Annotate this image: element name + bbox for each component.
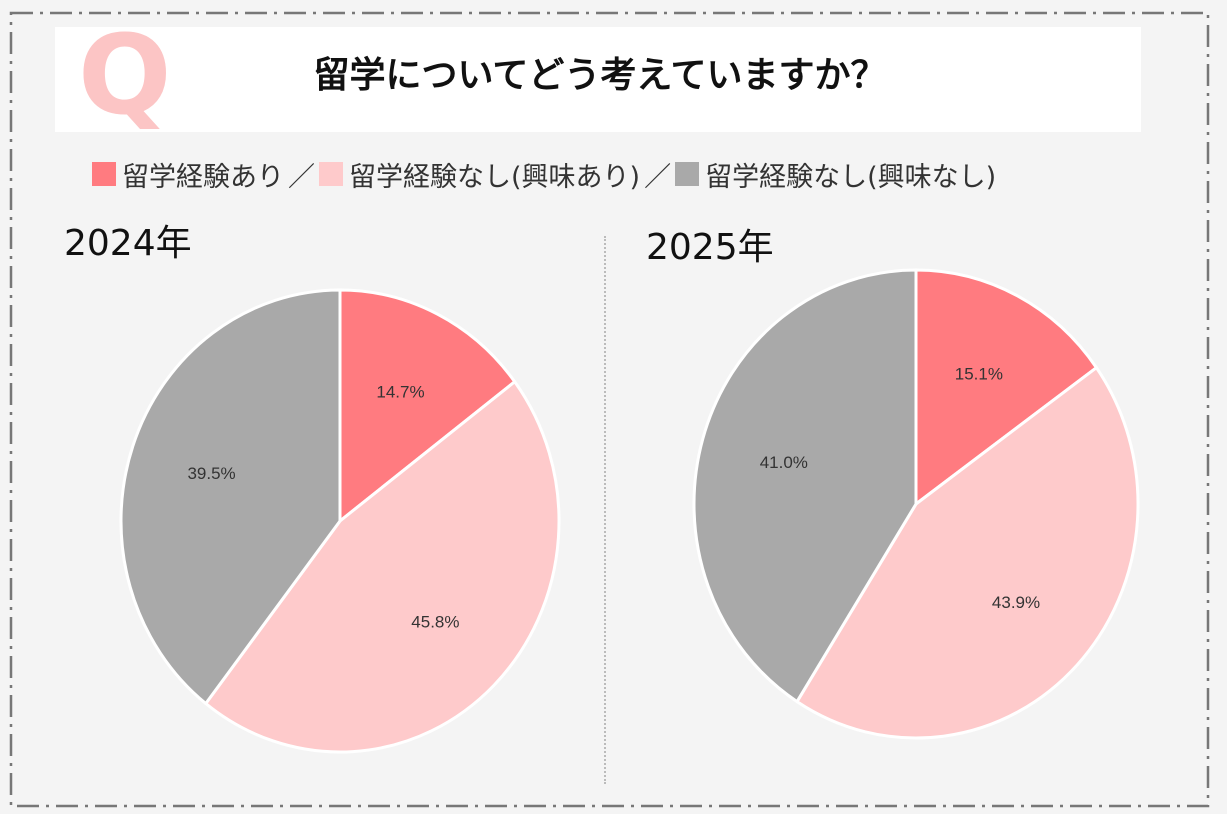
pie-chart-2025: 15.1% 43.9% 41.0%: [692, 268, 1140, 740]
chart-divider: [604, 236, 606, 784]
slice-label-not-interested: 41.0%: [760, 453, 808, 472]
question-title: 留学についてどう考えていますか？: [313, 55, 887, 96]
legend-label-interested: 留学経験なし(興味あり): [349, 161, 641, 193]
pie-slice-interested: [204, 380, 561, 754]
legend-label-not-interested: 留学経験なし(興味なし): [705, 161, 997, 193]
legend: 留学経験あり ／ 留学経験なし(興味あり) ／ 留学経験なし(興味なし): [92, 152, 996, 196]
slice-label-experienced: 15.1%: [955, 364, 1003, 383]
legend-swatch-interested: [319, 162, 343, 186]
slice-label-experienced: 14.7%: [376, 382, 424, 401]
slice-label-interested: 43.9%: [992, 593, 1040, 612]
legend-item-experienced: 留学経験あり: [92, 155, 284, 194]
question-header: [55, 27, 1141, 132]
legend-label-experienced: 留学経験あり: [122, 161, 284, 193]
legend-swatch-not-interested: [675, 162, 700, 186]
q-mark: Q: [78, 11, 172, 139]
legend-item-interested: 留学経験なし(興味あり): [319, 155, 640, 194]
pie-slice-experienced: [914, 268, 1098, 506]
dash-dot-border: [9, 11, 1210, 808]
chart-title-2024: 2024年: [64, 223, 192, 264]
legend-separator: ／: [288, 161, 315, 193]
slice-label-interested: 45.8%: [411, 612, 459, 631]
pie-slice-not-interested: [119, 288, 342, 706]
legend-item-not-interested: 留学経験なし(興味なし): [675, 155, 996, 194]
slice-label-not-interested: 39.5%: [187, 464, 235, 483]
legend-separator: ／: [644, 161, 672, 193]
pie-slice-interested: [795, 366, 1140, 740]
chart-title-2025: 2025年: [646, 227, 774, 268]
legend-swatch-experienced: [92, 162, 116, 186]
pie-chart-2024: 14.7% 45.8% 39.5%: [119, 288, 561, 754]
pie-slice-not-interested: [692, 268, 918, 704]
pie-slice-experienced: [338, 288, 517, 523]
